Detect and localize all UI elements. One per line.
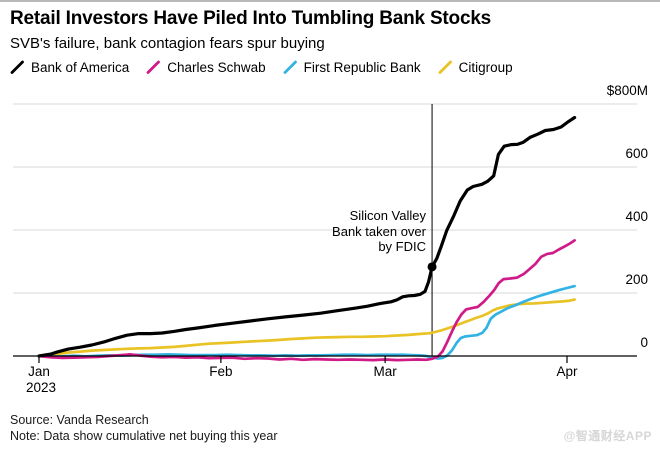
legend-slash-icon: [146, 60, 161, 74]
legend-label: First Republic Bank: [303, 60, 421, 75]
x-axis-year-label: 2023: [25, 380, 57, 395]
page-title: Retail Investors Have Piled Into Tumblin…: [10, 8, 492, 29]
event-annotation: Silicon Valley Bank taken over by FDIC: [332, 208, 426, 254]
legend-label: Charles Schwab: [167, 60, 266, 75]
legend-item-citigroup: Citigroup: [438, 60, 513, 75]
series-line-citigroup: [37, 298, 576, 358]
event-marker-dot: [427, 262, 437, 272]
legend: Bank of America Charles Schwab First Repub…: [10, 60, 513, 75]
series-line-charles-schwab: [37, 239, 576, 362]
legend-label: Bank of America: [31, 60, 130, 75]
legend-slash-icon: [438, 60, 452, 74]
y-axis-label: 600: [625, 146, 648, 161]
y-axis-label: 400: [625, 209, 648, 224]
x-axis-label: Mar: [373, 364, 397, 379]
y-axis-label: $800M: [606, 83, 648, 98]
x-axis-label: Jan: [28, 364, 50, 379]
watermark: @智通财经APP: [563, 429, 652, 443]
legend-item-bank-of-america: Bank of America: [10, 60, 129, 75]
series-line-bank-of-america: [37, 115, 577, 358]
chart-subtitle: SVB's failure, bank contagion fears spur…: [10, 35, 325, 52]
legend-slash-icon: [283, 60, 297, 74]
legend-slash-icon: [10, 60, 24, 74]
x-axis-label: Feb: [209, 364, 233, 379]
note-text: Note: Data show cumulative net buying th…: [10, 429, 278, 443]
y-axis-label: 0: [640, 335, 648, 350]
series-line-first-republic-bank: [37, 284, 576, 360]
legend-label: Citigroup: [458, 60, 513, 75]
legend-item-first-republic-bank: First Republic Bank: [283, 60, 421, 75]
y-axis-label: 200: [625, 272, 648, 287]
x-axis-label: Apr: [556, 364, 578, 379]
source-text: Source: Vanda Research: [10, 413, 149, 427]
legend-item-charles-schwab: Charles Schwab: [146, 60, 266, 75]
